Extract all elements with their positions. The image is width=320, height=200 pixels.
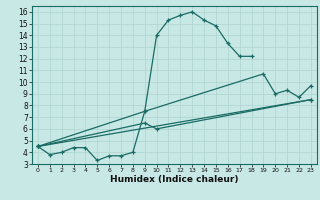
X-axis label: Humidex (Indice chaleur): Humidex (Indice chaleur) xyxy=(110,175,239,184)
